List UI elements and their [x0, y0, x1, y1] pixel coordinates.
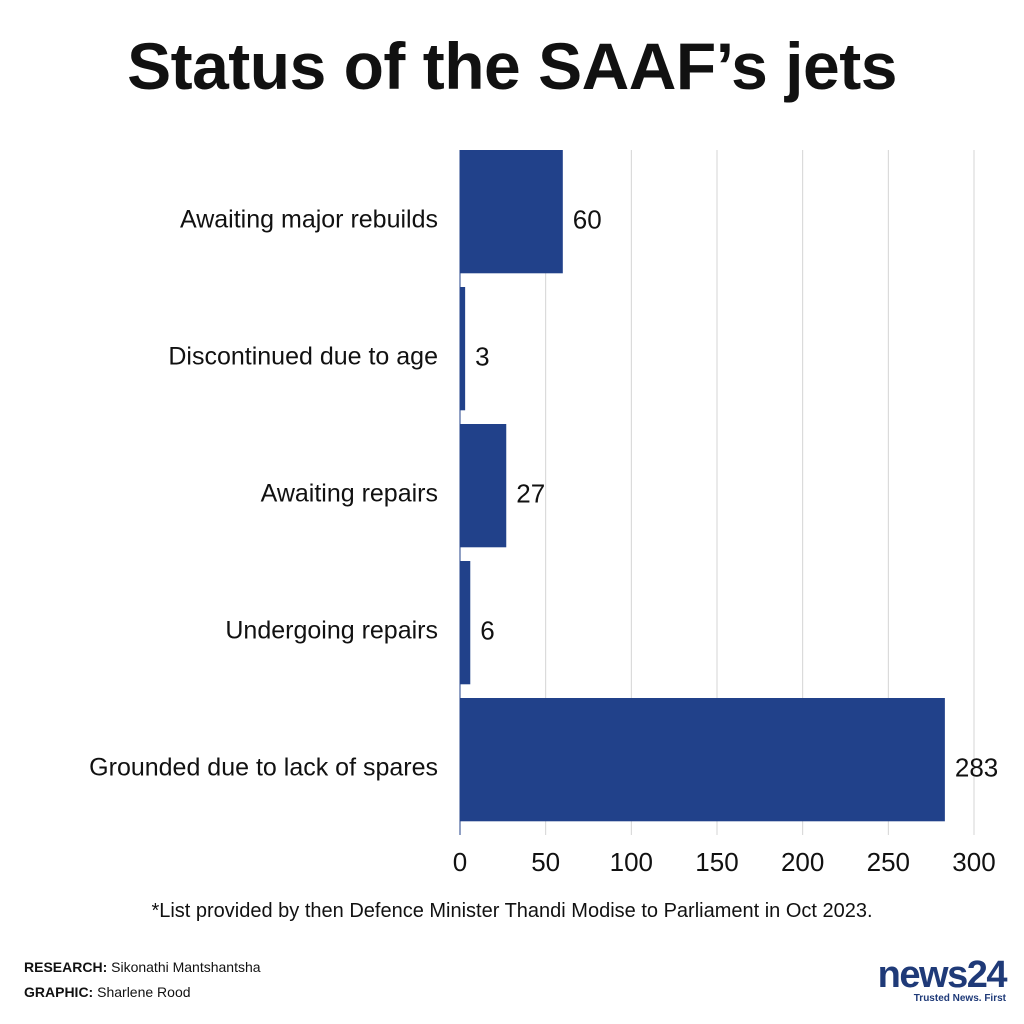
x-tick-label: 300	[952, 847, 995, 877]
category-label: Awaiting repairs	[261, 480, 438, 508]
value-label: 283	[955, 753, 998, 783]
category-label: Discontinued due to age	[168, 343, 438, 371]
news24-logo: news24 Trusted News. First	[856, 954, 1008, 1004]
graphic-label: GRAPHIC:	[24, 984, 94, 1000]
category-label: Undergoing repairs	[225, 617, 438, 645]
research-name: Sikonathi Mantshantsha	[111, 959, 261, 975]
value-label: 6	[480, 616, 494, 646]
x-tick-label: 100	[610, 847, 653, 877]
value-label: 3	[475, 342, 489, 372]
value-label: 60	[573, 205, 602, 235]
value-labels: 60 3 27 6 283	[475, 205, 998, 783]
bar	[460, 287, 466, 411]
category-labels: Awaiting major rebuilds Discontinued due …	[89, 206, 438, 782]
logo-tagline: Trusted News. First	[913, 993, 1006, 1004]
bar	[460, 424, 507, 548]
x-tick-label: 0	[453, 847, 467, 877]
category-label: Grounded due to lack of spares	[89, 754, 438, 782]
research-credit: RESEARCH: Sikonathi Mantshantsha	[24, 955, 261, 980]
logo-number: 24	[966, 954, 1008, 996]
chart-title: Status of the SAAF’s jets	[127, 29, 897, 103]
x-tick-labels: 0 50 100 150 200 250 300	[453, 847, 996, 877]
bars	[460, 150, 945, 822]
bar	[460, 150, 563, 274]
x-tick-label: 150	[695, 847, 738, 877]
x-tick-label: 50	[531, 847, 560, 877]
credits: RESEARCH: Sikonathi Mantshantsha GRAPHIC…	[24, 955, 261, 1005]
bar	[460, 698, 945, 822]
value-label: 27	[516, 479, 545, 509]
x-tick-label: 200	[781, 847, 824, 877]
graphic-credit: GRAPHIC: Sharlene Rood	[24, 980, 261, 1005]
x-tick-label: 250	[867, 847, 910, 877]
bar	[460, 561, 471, 685]
logo-word: news	[877, 954, 969, 996]
graphic-name: Sharlene Rood	[97, 984, 191, 1000]
bar-chart: Awaiting major rebuilds Discontinued due …	[89, 150, 998, 877]
category-label: Awaiting major rebuilds	[180, 206, 438, 234]
research-label: RESEARCH:	[24, 959, 108, 975]
logo-wordmark: news24	[856, 954, 1008, 996]
footnote: *List provided by then Defence Minister …	[151, 900, 873, 922]
